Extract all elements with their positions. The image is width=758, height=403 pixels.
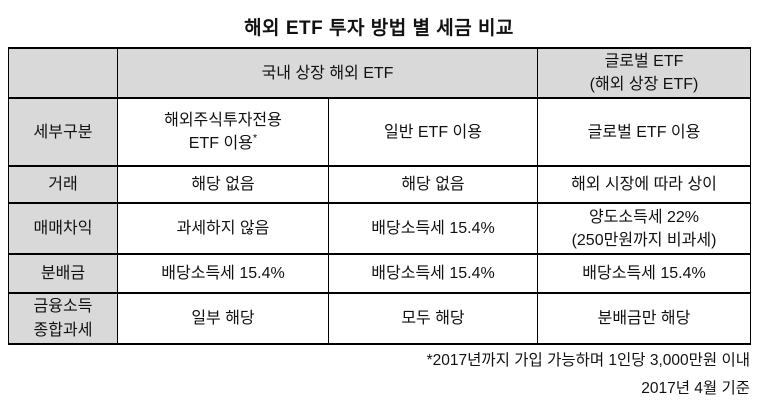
cell-distribution-general: 배당소득세 15.4% — [328, 253, 538, 295]
cell-gains-dedicated: 과세하지 않음 — [117, 202, 329, 256]
cell-comprehensive-global: 분배금만 해당 — [537, 292, 751, 345]
table-row-trading: 거래 해당 없음 해당 없음 해외 시장에 따라 상이 — [8, 165, 751, 205]
cell-subdivision-global-etf: 글로벌 ETF 이용 — [537, 97, 751, 168]
cell-gains-general: 배당소득세 15.4% — [328, 202, 538, 256]
row-header-capital-gains: 매매차익 — [8, 202, 118, 256]
tax-comparison-table: 국내 상장 해외 ETF 글로벌 ETF (해외 상장 ETF) 세부구분 해외… — [8, 46, 751, 345]
cell-distribution-dedicated: 배당소득세 15.4% — [117, 253, 329, 295]
row-header-distribution: 분배금 — [8, 253, 118, 295]
table-header-row: 국내 상장 해외 ETF 글로벌 ETF (해외 상장 ETF) — [8, 46, 751, 100]
footnote-text: *2017년까지 가입 가능하며 1인당 3,000만원 이내 — [426, 352, 750, 369]
cell-distribution-global: 배당소득세 15.4% — [537, 253, 751, 295]
cell-trading-general: 해당 없음 — [328, 165, 538, 205]
cell-subdivision-dedicated-etf: 해외주식투자전용 ETF 이용* — [117, 97, 329, 168]
row-header-comprehensive-tax: 금융소득 종합과세 — [8, 292, 118, 345]
table-row-distribution: 분배금 배당소득세 15.4% 배당소득세 15.4% 배당소득세 15.4% — [8, 253, 751, 295]
footnote-marker-sup: * — [252, 133, 258, 146]
table-row-subdivision: 세부구분 해외주식투자전용 ETF 이용* 일반 ETF 이용 글로벌 ETF 이… — [8, 97, 751, 168]
row-header-trading: 거래 — [8, 165, 118, 205]
cell-gains-global: 양도소득세 22% (250만원까지 비과세) — [537, 202, 751, 256]
cell-trading-global: 해외 시장에 따라 상이 — [537, 165, 751, 205]
cell-line1: 해외주식투자전용 — [164, 112, 282, 130]
cell-line2: ETF 이용 — [188, 135, 253, 153]
table-corner-cell — [8, 46, 118, 100]
date-note-text: 2017년 4월 기준 — [641, 380, 750, 397]
cell-comprehensive-general: 모두 해당 — [328, 292, 538, 345]
cell-comprehensive-dedicated: 일부 해당 — [117, 292, 329, 345]
table-row-capital-gains: 매매차익 과세하지 않음 배당소득세 15.4% 양도소득세 22% (250만… — [8, 202, 751, 256]
footnotes: *2017년까지 가입 가능하며 1인당 3,000만원 이내 2017년 4월… — [427, 347, 750, 403]
cell-trading-dedicated: 해당 없음 — [117, 165, 329, 205]
page-title: 해외 ETF 투자 방법 별 세금 비교 — [244, 18, 514, 39]
table-row-comprehensive-tax: 금융소득 종합과세 일부 해당 모두 해당 분배금만 해당 — [8, 292, 751, 345]
column-group-domestic-etf: 국내 상장 해외 ETF — [117, 46, 538, 100]
cell-subdivision-general-etf: 일반 ETF 이용 — [328, 97, 538, 168]
row-header-detail-category: 세부구분 — [8, 97, 118, 168]
column-group-global-etf: 글로벌 ETF (해외 상장 ETF) — [537, 46, 751, 100]
